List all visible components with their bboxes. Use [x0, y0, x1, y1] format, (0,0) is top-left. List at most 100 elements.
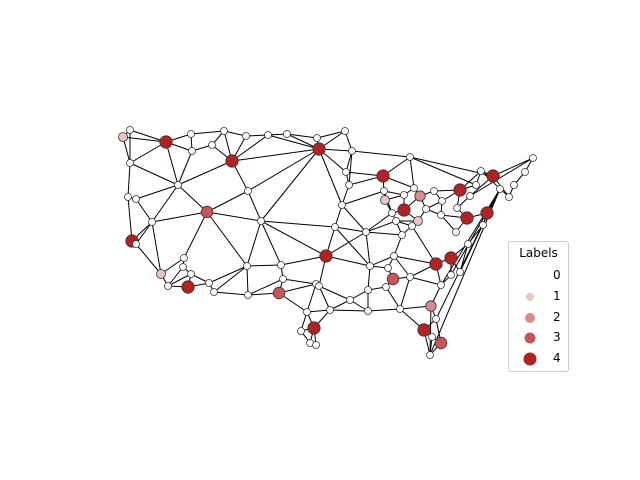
graph-edge [129, 162, 179, 186]
graph-node [366, 262, 374, 270]
graph-node [384, 264, 392, 272]
graph-node [164, 282, 172, 290]
graph-edge [208, 265, 248, 284]
graph-node [242, 132, 250, 140]
legend-item-3: 3 [509, 328, 568, 348]
graph-node [414, 190, 426, 202]
graph-node [326, 306, 334, 314]
graph-edge [247, 278, 284, 296]
graph-node [382, 283, 390, 291]
graph-node [460, 211, 474, 225]
graph-edge [393, 255, 437, 265]
graph-edge [206, 190, 249, 213]
graph-edge [231, 148, 320, 162]
legend-marker-3 [524, 332, 536, 344]
graph-node [466, 192, 474, 200]
graph-node [205, 279, 213, 287]
graph-node [264, 131, 272, 139]
graph-node [505, 193, 513, 201]
graph-node [283, 130, 291, 138]
graph-edge [246, 264, 282, 267]
graph-node [159, 135, 173, 149]
graph-node [480, 206, 494, 220]
graph-node [338, 201, 346, 209]
graph-edge [260, 220, 336, 228]
node-layer [118, 126, 537, 359]
graph-node [180, 254, 188, 262]
graph-edge [365, 220, 397, 233]
graph-node [396, 305, 404, 313]
legend-label-1: 1 [553, 289, 561, 303]
graph-edge [135, 198, 153, 223]
graph-node [348, 147, 356, 155]
graph-node [364, 286, 372, 294]
graph-edge [385, 286, 401, 310]
legend-label-3: 3 [553, 330, 561, 344]
graph-node [312, 341, 320, 349]
graph-edge [450, 188, 501, 276]
graph-edge [278, 283, 317, 294]
graph-edge [206, 211, 262, 222]
legend-item-1: 1 [509, 287, 568, 307]
graph-edge [367, 265, 371, 291]
graph-node [200, 205, 214, 219]
graph-node [243, 262, 251, 270]
graph-edge [409, 156, 477, 186]
graph-edge [318, 285, 351, 301]
graph-edge [348, 150, 353, 186]
graph-node [398, 231, 406, 239]
graph-node [118, 132, 128, 142]
graph-node [406, 273, 414, 281]
graph-edge [267, 134, 320, 150]
graph-node [422, 205, 430, 213]
graph-node [380, 195, 390, 205]
graph-node [126, 159, 134, 167]
graph-node [148, 218, 156, 226]
graph-node [315, 282, 323, 290]
graph-node [257, 217, 265, 225]
graph-node [453, 183, 467, 197]
graph-node [510, 181, 518, 189]
graph-edge [286, 133, 318, 139]
graph-edge [190, 130, 225, 135]
graph-edge [213, 265, 248, 293]
graph-edge [167, 266, 184, 287]
graph-edge [369, 255, 395, 267]
graph-node [447, 271, 455, 279]
graph-edge [409, 276, 442, 286]
graph-node [392, 217, 400, 225]
graph-edge [167, 273, 192, 287]
graph-edge [316, 130, 346, 139]
legend-marker-4 [523, 352, 537, 366]
graph-node [496, 185, 504, 193]
graph-edge [260, 220, 327, 257]
graph-node [313, 134, 321, 142]
graph-node [479, 221, 487, 229]
graph-edge [440, 188, 501, 286]
graph-node [244, 291, 252, 299]
graph-edge [480, 170, 510, 198]
graph-node [432, 315, 440, 323]
graph-node [272, 286, 286, 300]
graph-node [244, 187, 252, 195]
graph-edge [247, 190, 262, 222]
graph-edge [165, 141, 179, 186]
graph-edge [393, 255, 411, 278]
legend-label-4: 4 [553, 351, 561, 365]
graph-node [225, 154, 239, 168]
graph-node [362, 228, 370, 236]
graph-edge [492, 157, 534, 177]
graph-node [472, 181, 480, 189]
graph-edge [231, 134, 269, 162]
legend-marker-2 [525, 313, 535, 323]
graph-node [437, 281, 445, 289]
legend-title: Labels [519, 246, 558, 260]
graph-node [434, 336, 448, 350]
graph-node [400, 191, 408, 199]
graph-node [319, 249, 333, 263]
graph-node [529, 154, 537, 162]
graph-node [452, 228, 460, 236]
legend-item-4: 4 [509, 349, 568, 369]
graph-node [279, 275, 287, 283]
